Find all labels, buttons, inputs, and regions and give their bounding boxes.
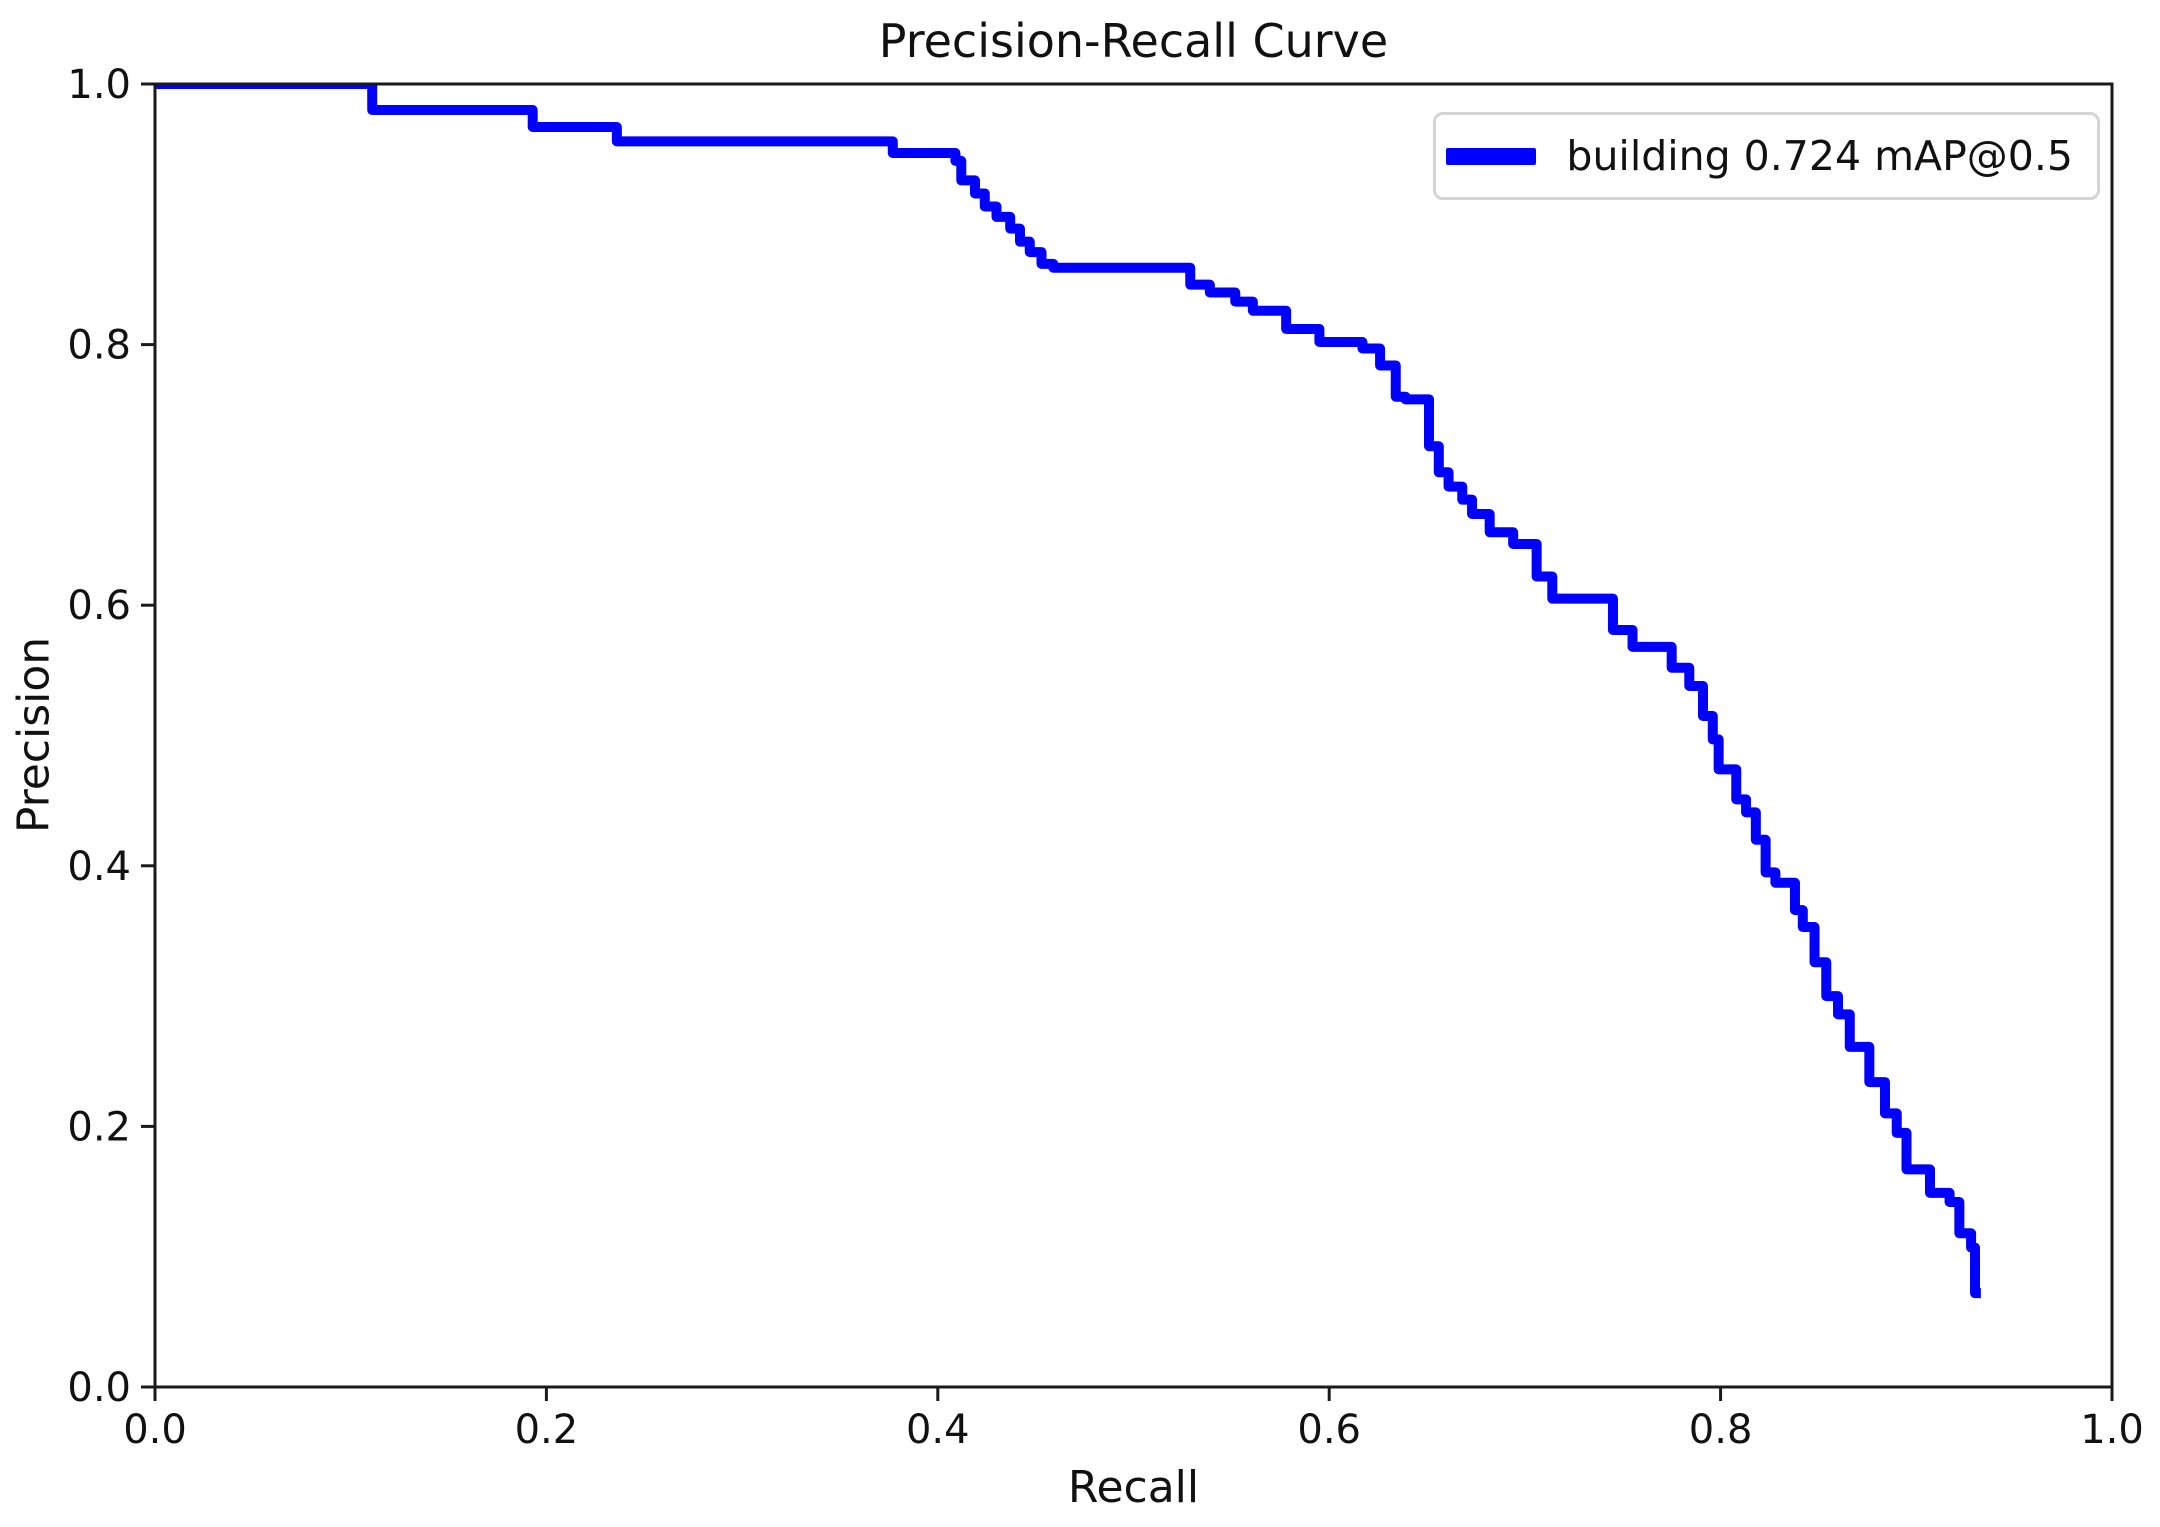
- x-tick-label: 1.0: [2080, 1407, 2144, 1453]
- chart-title: Precision-Recall Curve: [878, 14, 1389, 68]
- x-tick-label: 0.0: [123, 1407, 187, 1453]
- legend: building 0.724 mAP@0.5: [1433, 112, 2100, 200]
- x-tick-label: 0.6: [1297, 1407, 1361, 1453]
- y-tick-label: 1.0: [67, 62, 131, 108]
- y-axis-label: Precision: [8, 636, 60, 834]
- y-tick-label: 0.6: [67, 583, 131, 629]
- x-axis-label: Recall: [1067, 1462, 1200, 1513]
- y-tick-label: 0.4: [67, 844, 131, 890]
- y-tick-label: 0.0: [67, 1365, 131, 1411]
- legend-line-swatch: [1446, 147, 1537, 165]
- x-tick-label: 0.8: [1689, 1407, 1753, 1453]
- pr-curve-line: [155, 84, 1981, 1299]
- axes-frame: [153, 82, 2114, 1389]
- y-tick-label: 0.8: [67, 323, 131, 369]
- x-tick-label: 0.4: [906, 1407, 970, 1453]
- y-tick-label: 0.2: [67, 1104, 131, 1150]
- legend-entry-label: building 0.724 mAP@0.5: [1566, 132, 2073, 180]
- x-tick-label: 0.2: [515, 1407, 579, 1453]
